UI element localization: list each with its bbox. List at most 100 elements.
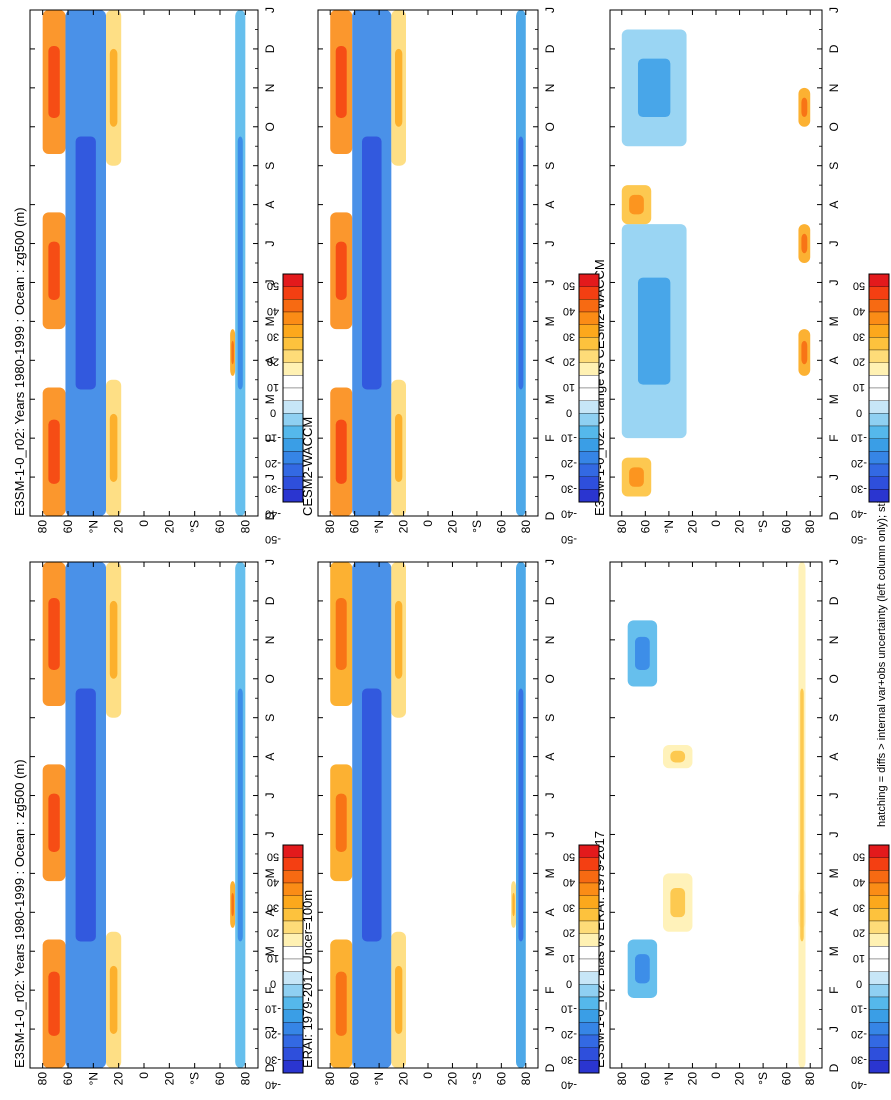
contour-core (48, 241, 60, 300)
month-label: F (543, 986, 557, 993)
colorbar-swatch (578, 1034, 600, 1048)
colorbar-label: 40 (267, 305, 279, 317)
colorbar-swatch (868, 349, 890, 363)
colorbar-label: -30 (851, 482, 867, 494)
colorbar-swatch (868, 882, 890, 896)
latitude-label: 20 (112, 1072, 126, 1086)
colorbar-swatch (868, 273, 890, 287)
latitude-label: 0 (709, 1072, 723, 1079)
colorbar-swatch (868, 362, 890, 376)
colorbar-swatch (578, 387, 600, 401)
colorbar-swatch (282, 413, 304, 427)
latitude-label: 80 (615, 520, 629, 534)
colorbar-swatch (868, 1034, 890, 1048)
latitude-label: 80 (36, 520, 50, 534)
colorbar-swatch (868, 425, 890, 439)
colorbar-swatch (282, 857, 304, 871)
contour-core (237, 688, 243, 942)
contour-core (670, 750, 686, 763)
contour-core (395, 965, 403, 1034)
month-label: M (827, 868, 841, 878)
colorbar-swatch (578, 489, 600, 503)
month-label: M (543, 868, 557, 878)
latitude-label: 20 (733, 520, 747, 534)
colorbar-swatch (282, 337, 304, 351)
colorbar-swatch (282, 996, 304, 1010)
colorbar-swatch (578, 857, 600, 871)
colorbar-label: 10 (853, 381, 865, 393)
month-label: D (543, 1063, 557, 1072)
colorbar-label: 50 (563, 280, 575, 292)
colorbar-swatch (578, 1047, 600, 1061)
colorbar-swatch (282, 1009, 304, 1023)
colorbar-swatch (868, 933, 890, 947)
colorbar-swatch (578, 413, 600, 427)
colorbar-label: 20 (267, 356, 279, 368)
month-label: J (827, 7, 841, 13)
month-label: F (827, 434, 841, 441)
month-label: D (827, 1063, 841, 1072)
latitude-label: 80 (615, 1072, 629, 1086)
colorbar-label: -20 (851, 1028, 867, 1040)
colorbar-swatch (578, 1009, 600, 1023)
latitude-label: 0 (421, 1072, 435, 1079)
month-label: J (543, 831, 557, 837)
colorbar-swatch (282, 362, 304, 376)
colorbar-swatch (868, 451, 890, 465)
colorbar-label: 30 (563, 330, 575, 342)
colorbar-label: -30 (851, 1053, 867, 1065)
colorbar-swatch (868, 895, 890, 909)
month-label: J (263, 474, 277, 480)
contour-core (395, 48, 403, 127)
latitude-label: °S (188, 1072, 202, 1085)
month-label: J (263, 7, 277, 13)
latitude-label: °N (662, 520, 676, 533)
contour-core (518, 688, 524, 942)
colorbar-swatch (282, 375, 304, 389)
latitude-label: 80 (36, 1072, 50, 1086)
contour-core (335, 46, 347, 119)
colorbar-swatch (868, 844, 890, 858)
latitude-label: 20 (685, 520, 699, 534)
latitude-label: °N (662, 1072, 676, 1085)
month-label: J (543, 793, 557, 799)
colorbar-label: -40 (851, 508, 867, 520)
colorbar-swatch (578, 895, 600, 909)
colorbar-label: -20 (851, 457, 867, 469)
panel-title: CESM2-WACCM (300, 417, 315, 516)
contour-core (800, 688, 804, 942)
month-label: J (827, 474, 841, 480)
latitude-label: °S (470, 1072, 484, 1085)
colorbar-swatch (282, 1022, 304, 1036)
plot-area (610, 562, 822, 1068)
colorbar-label: 50 (563, 851, 575, 863)
month-label: J (543, 241, 557, 247)
latitude-label: 20 (445, 520, 459, 534)
contour-core (335, 241, 347, 300)
colorbar-swatch (868, 946, 890, 960)
month-label: D (263, 1063, 277, 1072)
colorbar-label: 10 (267, 381, 279, 393)
colorbar-swatch (868, 1060, 890, 1074)
colorbar-label: -30 (265, 482, 281, 494)
month-label: M (543, 316, 557, 326)
latitude-label: 80 (238, 1072, 252, 1086)
colorbar-swatch (868, 476, 890, 490)
contour-core (231, 892, 234, 917)
contour-core (637, 58, 671, 118)
contour-core (518, 136, 524, 390)
colorbar-swatch (868, 1047, 890, 1061)
colorbar-swatch (578, 425, 600, 439)
month-label: D (263, 596, 277, 605)
contour-core (109, 600, 118, 679)
contour-core (48, 46, 60, 119)
month-label: D (263, 511, 277, 520)
colorbar-swatch (282, 286, 304, 300)
colorbar-swatch (868, 413, 890, 427)
month-label: A (263, 201, 277, 209)
colorbar-label: -50 (265, 533, 281, 545)
colorbar-label: 10 (563, 381, 575, 393)
colorbar-label: 40 (853, 876, 865, 888)
month-label: D (827, 596, 841, 605)
